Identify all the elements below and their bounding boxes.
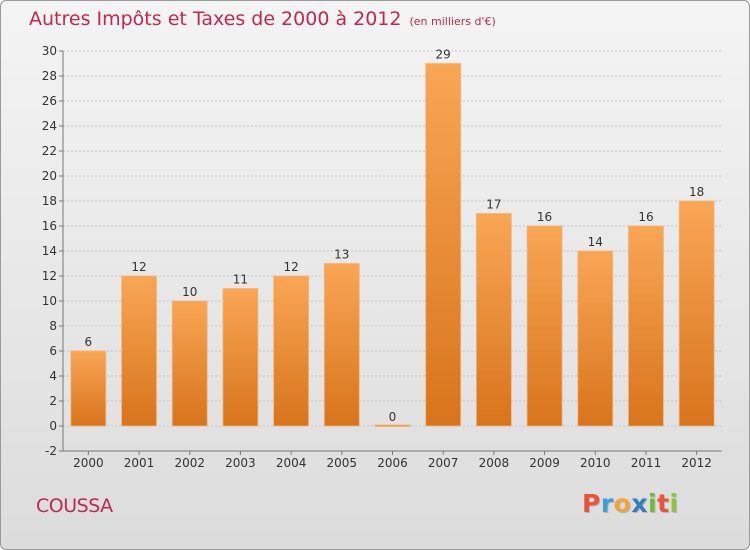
x-tick-label: 2005 bbox=[327, 456, 358, 470]
logo-letter: x bbox=[631, 489, 648, 518]
bar-2003 bbox=[222, 288, 259, 427]
proxiti-logo[interactable]: Proxiti bbox=[582, 489, 679, 518]
bar-2009 bbox=[526, 225, 563, 427]
logo-letter: P bbox=[582, 489, 601, 518]
y-tick-label: 6 bbox=[49, 344, 57, 358]
x-tick-label: 2007 bbox=[428, 456, 459, 470]
bar-2002 bbox=[171, 300, 208, 427]
data-label: 16 bbox=[537, 210, 552, 224]
y-tick-label: 8 bbox=[49, 319, 57, 333]
x-tick-label: 2008 bbox=[479, 456, 510, 470]
town-name: COUSSA bbox=[36, 495, 113, 517]
logo-letter: o bbox=[613, 489, 632, 518]
x-tick-label: 2011 bbox=[631, 456, 662, 470]
grid-lines bbox=[63, 50, 722, 452]
y-tick-label: 26 bbox=[42, 94, 57, 108]
x-tick-label: 2012 bbox=[681, 456, 712, 470]
y-tick-label: 28 bbox=[42, 69, 57, 83]
y-tick-label: 4 bbox=[49, 369, 57, 383]
labels: -202468101214161820222426283062000122001… bbox=[42, 44, 712, 470]
bar-2010 bbox=[577, 250, 614, 427]
chart-unit: (en milliers d'€) bbox=[409, 15, 496, 28]
bar-2008 bbox=[475, 213, 512, 427]
data-label: 16 bbox=[638, 210, 653, 224]
y-tick-label: 16 bbox=[42, 219, 57, 233]
chart-title: Autres Impôts et Taxes de 2000 à 2012 bbox=[29, 8, 402, 30]
y-tick-label: 30 bbox=[42, 44, 57, 58]
axes bbox=[59, 50, 722, 455]
x-tick-label: 2000 bbox=[73, 456, 104, 470]
data-label: 11 bbox=[233, 273, 248, 287]
x-tick-label: 2001 bbox=[124, 456, 155, 470]
logo-letter: i bbox=[669, 489, 679, 518]
x-tick-label: 2004 bbox=[276, 456, 307, 470]
bars bbox=[70, 63, 715, 427]
y-tick-label: 22 bbox=[42, 144, 57, 158]
bar-2011 bbox=[628, 225, 664, 427]
data-label: 17 bbox=[486, 198, 501, 212]
bar-2012 bbox=[678, 200, 715, 427]
chart-title-block: Autres Impôts et Taxes de 2000 à 2012 (en… bbox=[29, 8, 496, 30]
data-label: 18 bbox=[689, 185, 704, 199]
y-tick-label: 14 bbox=[42, 244, 57, 258]
y-tick-label: -2 bbox=[45, 444, 57, 458]
data-label: 10 bbox=[182, 285, 197, 299]
y-tick-label: 10 bbox=[42, 294, 57, 308]
bar-2001 bbox=[121, 275, 157, 427]
data-label: 0 bbox=[389, 410, 397, 424]
x-tick-label: 2010 bbox=[580, 456, 611, 470]
data-label: 12 bbox=[131, 260, 146, 274]
logo-letter: r bbox=[600, 489, 614, 518]
data-label: 6 bbox=[85, 335, 93, 349]
bar-2006 bbox=[374, 424, 411, 427]
data-label: 13 bbox=[334, 248, 349, 262]
y-tick-label: 18 bbox=[42, 194, 57, 208]
x-tick-label: 2002 bbox=[174, 456, 205, 470]
y-tick-label: 0 bbox=[49, 419, 57, 433]
data-label: 29 bbox=[436, 48, 451, 62]
bar-2000 bbox=[70, 350, 107, 427]
y-tick-label: 2 bbox=[49, 394, 57, 408]
x-tick-label: 2006 bbox=[377, 456, 408, 470]
y-tick-label: 12 bbox=[42, 269, 57, 283]
bar-2004 bbox=[273, 275, 310, 427]
x-tick-label: 2009 bbox=[529, 456, 560, 470]
x-tick-label: 2003 bbox=[225, 456, 256, 470]
logo-letter: t bbox=[657, 489, 670, 518]
logo-letter: i bbox=[648, 489, 658, 518]
data-label: 14 bbox=[588, 235, 603, 249]
y-tick-label: 24 bbox=[42, 119, 57, 133]
bar-2007 bbox=[425, 63, 462, 427]
data-label: 12 bbox=[283, 260, 298, 274]
y-tick-label: 20 bbox=[42, 169, 57, 183]
bar-2005 bbox=[323, 263, 360, 427]
